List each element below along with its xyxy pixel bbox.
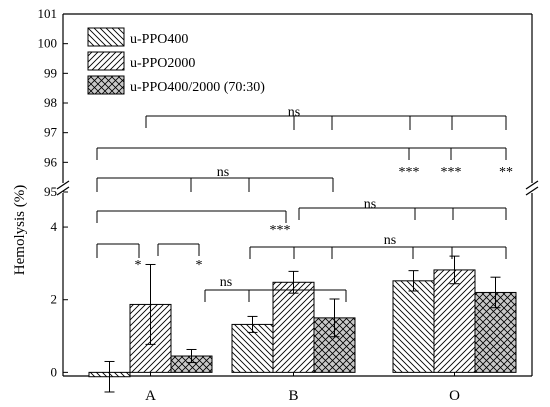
annotation-ns: ns (288, 105, 300, 120)
bars-layer (88, 255, 517, 393)
annotation-ns: ns (220, 275, 232, 290)
annotation-asterisk: * (135, 258, 142, 273)
y-tick-label: 2 (51, 292, 58, 307)
y-tick-label: 101 (38, 6, 58, 21)
y-tick-label: 99 (44, 65, 57, 80)
bar (392, 280, 435, 373)
y-tick-label: 96 (44, 154, 58, 169)
annotation-ns: ns (217, 165, 229, 180)
legend: u-PPO400 u-PPO2000 u-PPO400/2000 (70:30) (87, 27, 265, 95)
axis-break-mark (56, 180, 70, 190)
x-category-label: A (145, 388, 156, 404)
y-tick-label: 100 (38, 36, 58, 51)
bar (272, 281, 315, 373)
y-tick-label: 95 (44, 184, 57, 199)
y-tick-label: 4 (51, 219, 58, 234)
legend-swatch-2 (87, 51, 125, 71)
annotation-triple-asterisk: *** (270, 223, 291, 238)
y-tick-label: 97 (44, 125, 58, 140)
plot-frame: 95 96 97 98 99 100 101 0 2 4 A B O (38, 6, 539, 404)
legend-swatch-1 (87, 27, 125, 47)
x-category-label: B (288, 388, 298, 404)
annotations: * * ns *** ns ns ns ns *** *** ** (135, 105, 514, 290)
bar (433, 269, 476, 373)
annotation-ns: ns (384, 233, 396, 248)
axis-break-mark (56, 186, 70, 196)
legend-swatch-3 (87, 75, 125, 95)
annotation-asterisk: * (196, 258, 203, 273)
axis-break-mark (525, 180, 539, 190)
legend-label-3: u-PPO400/2000 (70:30) (130, 80, 265, 95)
annotation-triple-asterisk: *** (441, 165, 462, 180)
annotation-double-asterisk: ** (499, 165, 513, 180)
annotation-ns: ns (364, 197, 376, 212)
annotation-triple-asterisk: *** (399, 165, 420, 180)
axis-break-mark (525, 186, 539, 196)
legend-label-2: u-PPO2000 (130, 56, 195, 71)
y-tick-label: 98 (44, 95, 57, 110)
legend-label-1: u-PPO400 (130, 32, 188, 47)
x-category-label: O (449, 388, 460, 404)
y-axis-title: Hemolysis (%) (12, 185, 28, 275)
significance-brackets (96, 115, 507, 302)
y-tick-label: 0 (51, 364, 58, 379)
